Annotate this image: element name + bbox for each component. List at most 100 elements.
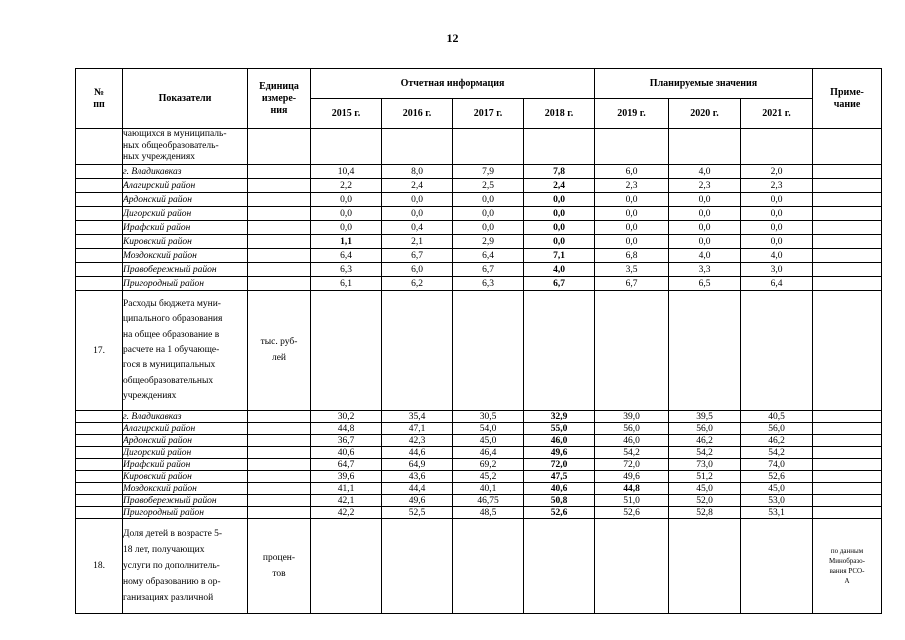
empty-value-cell (452, 127, 524, 166)
district-unit-cell (247, 494, 311, 508)
value-cell: 74,0 (740, 458, 814, 472)
district-num-cell (75, 164, 123, 180)
value-cell: 0,0 (522, 192, 596, 208)
value-cell: 6,4 (740, 276, 814, 292)
district-row: Кировский район 1,1 2,1 2,9 0,0 0,0 0,0 0,0 (75, 234, 883, 250)
district-unit-cell (247, 276, 311, 292)
empty-value-cell (452, 518, 524, 615)
district-name: Правобережный район (122, 262, 248, 278)
empty-value-cell (668, 518, 742, 615)
value-cell: 40,6 (522, 482, 596, 496)
value-cell: 72,0 (594, 458, 670, 472)
value-cell: 6,7 (594, 276, 670, 292)
district-num-cell (75, 506, 123, 520)
district-note-cell (812, 178, 883, 194)
district-row: Правобережный район 42,1 49,6 46,75 50,8 51,0… (75, 494, 883, 508)
value-cell: 2,3 (740, 178, 814, 194)
district-num-cell (75, 248, 123, 264)
district-unit-cell (247, 506, 311, 520)
value-cell: 0,0 (668, 220, 742, 236)
col-header-year-2015: 2015 г. (310, 98, 382, 129)
col-header-indicators: Показатели (122, 68, 248, 129)
value-cell: 39,0 (594, 410, 670, 424)
district-row: Моздокский район 41,1 44,4 40,1 40,6 44,8 45,0… (75, 482, 883, 496)
value-cell: 6,1 (310, 276, 382, 292)
section-indicator-text: чающихся в муниципаль- ных общеобразоват… (122, 127, 248, 166)
value-cell: 0,0 (668, 206, 742, 222)
district-row: Ирафский район 0,0 0,4 0,0 0,0 0,0 0,0 0,0 (75, 220, 883, 236)
value-cell: 6,5 (668, 276, 742, 292)
value-cell: 7,9 (452, 164, 524, 180)
value-cell: 40,6 (310, 446, 382, 460)
value-cell: 6,0 (594, 164, 670, 180)
empty-value-cell (522, 290, 596, 412)
district-name: Алагирский район (122, 178, 248, 194)
value-cell: 1,1 (310, 234, 382, 250)
value-cell: 0,0 (522, 220, 596, 236)
table-header: № пп Показатели Единица измере- ния Отче… (75, 68, 883, 129)
empty-value-cell (594, 518, 670, 615)
empty-value-cell (740, 518, 814, 615)
indicators-table: № пп Показатели Единица измере- ния Отче… (75, 68, 883, 615)
empty-value-cell (310, 290, 382, 412)
district-note-cell (812, 482, 883, 496)
section-unit: тыс. руб- лей (247, 290, 311, 412)
value-cell: 0,0 (594, 192, 670, 208)
value-cell: 2,9 (452, 234, 524, 250)
value-cell: 2,0 (740, 164, 814, 180)
value-cell: 40,5 (740, 410, 814, 424)
value-cell: 45,0 (452, 434, 524, 448)
value-cell: 6,8 (594, 248, 670, 264)
value-cell: 0,0 (740, 220, 814, 236)
district-name: Дигорский район (122, 446, 248, 460)
district-row: Правобережный район 6,3 6,0 6,7 4,0 3,5 3,3 3,0 (75, 262, 883, 278)
value-cell: 41,1 (310, 482, 382, 496)
value-cell: 52,6 (522, 506, 596, 520)
section-note (812, 127, 883, 166)
value-cell: 6,2 (381, 276, 453, 292)
value-cell: 6,3 (452, 276, 524, 292)
section-unit: процен- тов (247, 518, 311, 615)
value-cell: 0,0 (594, 234, 670, 250)
value-cell: 2,4 (522, 178, 596, 194)
value-cell: 54,0 (452, 422, 524, 436)
district-num-cell (75, 446, 123, 460)
value-cell: 4,0 (668, 248, 742, 264)
value-cell: 0,0 (381, 206, 453, 222)
district-unit-cell (247, 422, 311, 436)
value-cell: 30,2 (310, 410, 382, 424)
value-cell: 46,2 (740, 434, 814, 448)
district-unit-cell (247, 434, 311, 448)
page-number: 12 (446, 31, 459, 45)
district-num-cell (75, 458, 123, 472)
district-note-cell (812, 422, 883, 436)
value-cell: 49,6 (522, 446, 596, 460)
district-num-cell (75, 434, 123, 448)
value-cell: 32,9 (522, 410, 596, 424)
district-num-cell (75, 262, 123, 278)
value-cell: 40,1 (452, 482, 524, 496)
district-row: г. Владикавказ 10,4 8,0 7,9 7,8 6,0 4,0 2,0 (75, 164, 883, 180)
value-cell: 46,0 (594, 434, 670, 448)
district-row: г. Владикавказ 30,2 35,4 30,5 32,9 39,0 39,5 40… (75, 410, 883, 424)
district-name: Дигорский район (122, 206, 248, 222)
district-note-cell (812, 446, 883, 460)
value-cell: 3,3 (668, 262, 742, 278)
district-name: Кировский район (122, 234, 248, 250)
value-cell: 54,2 (668, 446, 742, 460)
empty-value-cell (381, 290, 453, 412)
value-cell: 52,6 (740, 470, 814, 484)
value-cell: 42,2 (310, 506, 382, 520)
district-name: Ардонский район (122, 434, 248, 448)
district-note-cell (812, 434, 883, 448)
value-cell: 2,4 (381, 178, 453, 194)
district-row: Алагирский район 44,8 47,1 54,0 55,0 56,0 56,0… (75, 422, 883, 436)
empty-value-cell (740, 127, 814, 166)
value-cell: 2,2 (310, 178, 382, 194)
value-cell: 4,0 (740, 248, 814, 264)
value-cell: 53,1 (740, 506, 814, 520)
value-cell: 6,7 (452, 262, 524, 278)
district-row: Кировский район 39,6 43,6 45,2 47,5 49,6 51,2 5… (75, 470, 883, 484)
value-cell: 52,0 (668, 494, 742, 508)
